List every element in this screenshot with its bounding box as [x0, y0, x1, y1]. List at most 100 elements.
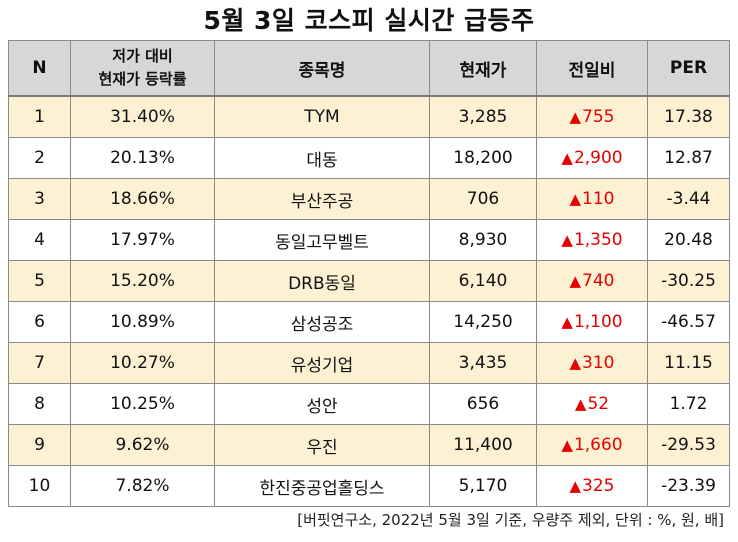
cell-name: 부산주공: [214, 178, 430, 220]
col-header-rate: 저가 대비 현재가 등락률: [70, 40, 215, 97]
cell-n: 5: [8, 260, 71, 302]
cell-per: 11.15: [647, 342, 730, 384]
col-header-price: 현재가: [429, 40, 537, 97]
cell-rate: 7.82%: [70, 465, 215, 507]
up-triangle-icon: ▲: [569, 272, 582, 290]
cell-n: 10: [8, 465, 71, 507]
change-value: 755: [582, 107, 615, 127]
table-row: 8 10.25% 성안 656 ▲52 1.72: [8, 383, 730, 425]
table-row: 1 31.40% TYM 3,285 ▲755 17.38: [8, 95, 730, 138]
cell-rate: 18.66%: [70, 178, 215, 220]
up-triangle-icon: ▲: [569, 108, 582, 126]
cell-change: ▲1,350: [536, 219, 648, 261]
change-value: 1,100: [573, 312, 623, 332]
cell-rate: 10.89%: [70, 301, 215, 343]
cell-n: 4: [8, 219, 71, 261]
change-value: 325: [582, 476, 615, 496]
cell-per: -3.44: [647, 178, 730, 220]
table-row: 4 17.97% 동일고무벨트 8,930 ▲1,350 20.48: [8, 219, 730, 261]
cell-n: 8: [8, 383, 71, 425]
source-note: [버핏연구소, 2022년 5월 3일 기준, 우량주 제외, 단위 : %, …: [297, 511, 724, 529]
cell-name: 대동: [214, 137, 430, 179]
cell-name: 동일고무벨트: [214, 219, 430, 261]
table-row: 2 20.13% 대동 18,200 ▲2,900 12.87: [8, 137, 730, 179]
change-value: 2,900: [573, 148, 623, 168]
cell-per: 1.72: [647, 383, 730, 425]
table-row: 5 15.20% DRB동일 6,140 ▲740 -30.25: [8, 260, 730, 302]
up-triangle-icon: ▲: [561, 313, 573, 331]
cell-price: 3,435: [429, 342, 537, 384]
change-value: 310: [582, 353, 615, 373]
cell-rate: 15.20%: [70, 260, 215, 302]
change-value: 110: [582, 189, 615, 209]
up-triangle-icon: ▲: [561, 149, 573, 167]
col-header-rate-line2: 현재가 등락률: [98, 70, 187, 88]
table-row: 7 10.27% 유성기업 3,435 ▲310 11.15: [8, 342, 730, 384]
cell-change: ▲110: [536, 178, 648, 220]
cell-rate: 31.40%: [70, 95, 215, 138]
cell-change: ▲740: [536, 260, 648, 302]
up-triangle-icon: ▲: [569, 477, 582, 495]
up-triangle-icon: ▲: [574, 395, 587, 413]
cell-change: ▲52: [536, 383, 648, 425]
cell-per: 17.38: [647, 95, 730, 138]
header-row: N 저가 대비 현재가 등락률 종목명 현재가 전일비 PER: [8, 40, 730, 97]
up-triangle-icon: ▲: [569, 354, 582, 372]
cell-n: 6: [8, 301, 71, 343]
col-header-name: 종목명: [214, 40, 430, 97]
cell-per: -30.25: [647, 260, 730, 302]
cell-name: 우진: [214, 424, 430, 466]
cell-name: 유성기업: [214, 342, 430, 384]
page-title: 5월 3일 코스피 실시간 급등주: [203, 6, 535, 35]
cell-rate: 9.62%: [70, 424, 215, 466]
cell-name: 성안: [214, 383, 430, 425]
cell-name: DRB동일: [214, 260, 430, 302]
cell-price: 8,930: [429, 219, 537, 261]
cell-change: ▲755: [536, 95, 648, 138]
cell-change: ▲1,100: [536, 301, 648, 343]
change-value: 1,350: [573, 230, 623, 250]
cell-name: 삼성공조: [214, 301, 430, 343]
cell-per: 12.87: [647, 137, 730, 179]
cell-name: 한진중공업홀딩스: [214, 465, 430, 507]
stock-table: N 저가 대비 현재가 등락률 종목명 현재가 전일비 PER 1 31.40%…: [8, 40, 730, 507]
cell-price: 656: [429, 383, 537, 425]
cell-rate: 17.97%: [70, 219, 215, 261]
cell-rate: 20.13%: [70, 137, 215, 179]
cell-price: 3,285: [429, 95, 537, 138]
cell-per: -46.57: [647, 301, 730, 343]
col-header-per: PER: [647, 40, 730, 97]
cell-n: 3: [8, 178, 71, 220]
cell-rate: 10.25%: [70, 383, 215, 425]
cell-per: 20.48: [647, 219, 730, 261]
table-row: 10 7.82% 한진중공업홀딩스 5,170 ▲325 -23.39: [8, 465, 730, 507]
cell-price: 5,170: [429, 465, 537, 507]
change-value: 52: [587, 394, 610, 414]
cell-per: -23.39: [647, 465, 730, 507]
cell-price: 6,140: [429, 260, 537, 302]
table-row: 9 9.62% 우진 11,400 ▲1,660 -29.53: [8, 424, 730, 466]
change-value: 740: [582, 271, 615, 291]
table-row: 6 10.89% 삼성공조 14,250 ▲1,100 -46.57: [8, 301, 730, 343]
cell-price: 11,400: [429, 424, 537, 466]
cell-price: 14,250: [429, 301, 537, 343]
col-header-n: N: [8, 40, 71, 97]
cell-price: 706: [429, 178, 537, 220]
cell-n: 1: [8, 95, 71, 138]
cell-change: ▲310: [536, 342, 648, 384]
col-header-rate-line1: 저가 대비: [112, 47, 173, 65]
cell-rate: 10.27%: [70, 342, 215, 384]
change-value: 1,660: [573, 435, 623, 455]
up-triangle-icon: ▲: [561, 231, 573, 249]
cell-name: TYM: [214, 95, 430, 138]
cell-price: 18,200: [429, 137, 537, 179]
cell-per: -29.53: [647, 424, 730, 466]
col-header-change: 전일비: [536, 40, 648, 97]
up-triangle-icon: ▲: [569, 190, 582, 208]
cell-change: ▲325: [536, 465, 648, 507]
cell-change: ▲2,900: [536, 137, 648, 179]
table-row: 3 18.66% 부산주공 706 ▲110 -3.44: [8, 178, 730, 220]
up-triangle-icon: ▲: [561, 436, 573, 454]
cell-n: 9: [8, 424, 71, 466]
cell-change: ▲1,660: [536, 424, 648, 466]
